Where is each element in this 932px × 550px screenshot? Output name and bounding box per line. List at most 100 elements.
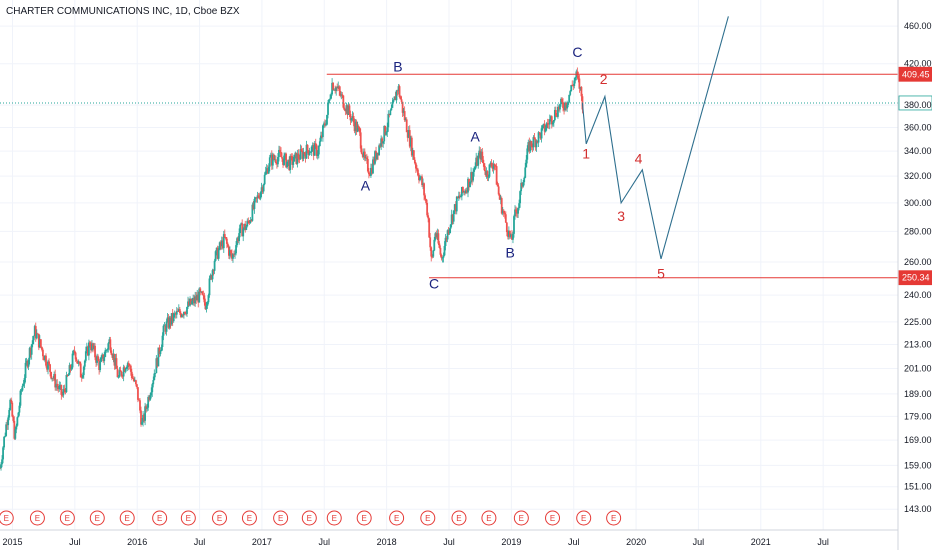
candle-body (475, 157, 478, 167)
candle-body (561, 99, 563, 103)
candle-body (519, 191, 522, 204)
candle-body (182, 314, 184, 316)
candle-body (562, 102, 564, 108)
candle-body (113, 353, 116, 366)
candle-body (523, 177, 526, 183)
candle-body (213, 260, 216, 271)
earnings-marker (241, 510, 257, 526)
candle-body (565, 102, 568, 109)
candle-body (166, 317, 169, 322)
candle-body (484, 170, 487, 175)
candle-body (63, 389, 66, 390)
candle-body (95, 357, 97, 363)
candle-body (357, 126, 360, 128)
candle-body (22, 383, 25, 386)
wave-label: C (572, 44, 582, 60)
candle-body (500, 198, 503, 214)
candle-body (242, 228, 245, 237)
candle-body (26, 361, 29, 367)
candle-body (465, 190, 467, 193)
candle-body (340, 94, 343, 96)
candle-body (356, 126, 359, 132)
candle-body (5, 424, 8, 436)
candle-body (461, 187, 464, 193)
candle-body (23, 378, 26, 384)
candle-body (345, 105, 348, 112)
candle-body (98, 360, 101, 371)
candle-body (54, 374, 57, 388)
candle-body (64, 389, 67, 393)
earnings-marker-label: E (550, 514, 555, 523)
candle-body (307, 150, 310, 155)
candle-body (471, 172, 473, 181)
candle-body (151, 384, 154, 393)
candle-body (125, 367, 128, 369)
candle-body (48, 361, 50, 365)
candle-body (325, 124, 327, 126)
candle-body (31, 340, 34, 345)
candle-body (541, 125, 544, 129)
candle-body (21, 385, 24, 391)
candle-body (172, 313, 175, 322)
candle-body (121, 375, 124, 377)
x-tick-label: Jul (568, 537, 580, 547)
candle-body (45, 355, 47, 366)
candle-body (428, 218, 431, 238)
candle-body (493, 163, 496, 166)
candle-body (250, 220, 253, 221)
wave-label: 4 (635, 150, 643, 166)
candle-body (548, 119, 551, 125)
candle-body (192, 298, 195, 302)
candle-body (385, 132, 388, 135)
candle-body (559, 104, 561, 110)
candle-body (33, 326, 36, 337)
candle-body (386, 127, 389, 133)
candle-body (153, 373, 156, 381)
candle-body (266, 168, 269, 174)
x-tick-label: 2015 (2, 537, 22, 547)
candle-body (205, 305, 208, 310)
candle-body (4, 435, 7, 437)
candle-body (75, 359, 78, 361)
candle-body (82, 366, 85, 376)
candle-body (480, 151, 483, 160)
price-tag-409.45 (898, 66, 932, 82)
y-tick-label: 360.00 (904, 122, 932, 132)
candle-body (509, 230, 511, 237)
candle-body (496, 184, 499, 187)
candle-body (309, 152, 312, 153)
candle-body (572, 85, 575, 87)
candle-body (413, 159, 416, 164)
candle-body (116, 368, 119, 378)
candle-body (288, 159, 291, 170)
candle-body (354, 121, 357, 132)
candle-body (35, 333, 38, 339)
candle-body (488, 164, 491, 177)
candle-body (133, 380, 136, 382)
candle-body (418, 175, 420, 181)
candle-body (316, 154, 319, 156)
candle-body (512, 233, 514, 240)
candle-body (263, 174, 266, 185)
candle-body (570, 85, 573, 92)
candle-body (449, 224, 452, 229)
candle-body (400, 99, 403, 102)
candle-body (86, 346, 89, 356)
candle-body (499, 198, 502, 200)
candle-body (497, 186, 500, 195)
candle-body (315, 145, 318, 156)
candle-body (136, 384, 138, 388)
candle-body (460, 187, 463, 197)
candle-body (127, 363, 130, 366)
candle-body (361, 153, 364, 157)
candle-body (444, 237, 447, 246)
wave-labels-layer: B A C A B C 1 2 3 4 5 (361, 44, 665, 291)
price-tag-label: 409.45 (902, 69, 930, 79)
candle-body (15, 425, 18, 430)
candle-body (85, 346, 88, 352)
earnings-marker (89, 510, 105, 526)
candle-body (564, 102, 566, 111)
candle-body (437, 233, 440, 244)
candle-body (261, 187, 264, 192)
